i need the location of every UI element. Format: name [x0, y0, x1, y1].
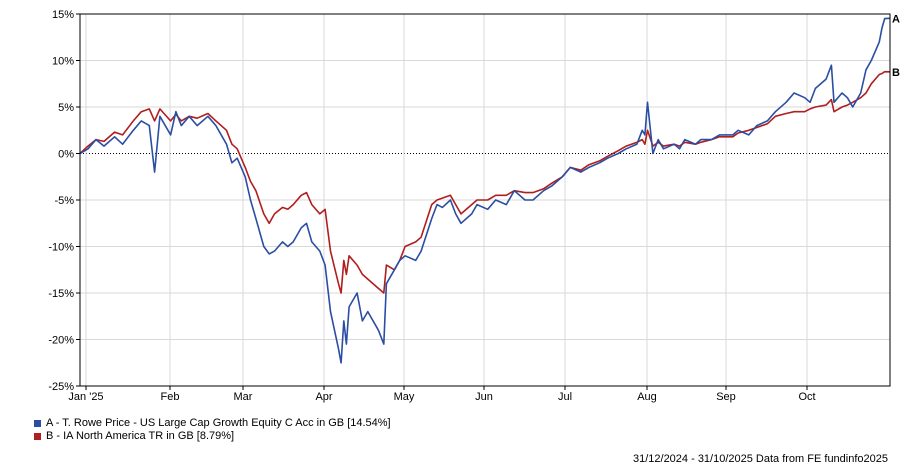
- x-tick-label: Oct: [798, 391, 815, 403]
- x-tick-label: May: [394, 391, 415, 403]
- y-tick-label: 0%: [58, 149, 74, 161]
- x-tick-label: Jan '25: [68, 391, 103, 403]
- legend-label-b: B - IA North America TR in GB [8.79%]: [46, 430, 235, 442]
- series-line-b: [79, 70, 891, 294]
- y-tick-label: 10%: [52, 56, 74, 68]
- x-axis-ticks: Jan '25 Feb Mar Apr May Jun Jul Aug Sep Oct: [68, 386, 816, 403]
- y-tick-label: -10%: [48, 242, 74, 254]
- legend-item-b: B - IA North America TR in GB [8.79%]: [34, 430, 391, 443]
- legend-swatch-a: [34, 420, 41, 427]
- legend-label-a: A - T. Rowe Price - US Large Cap Growth …: [46, 417, 391, 429]
- legend-swatch-b: [34, 433, 41, 440]
- x-tick-label: Feb: [161, 391, 180, 403]
- y-tick-label: 15%: [52, 9, 74, 21]
- legend-item-a: A - T. Rowe Price - US Large Cap Growth …: [34, 417, 391, 430]
- legend: A - T. Rowe Price - US Large Cap Growth …: [34, 417, 391, 443]
- x-tick-label: Apr: [315, 391, 332, 403]
- y-tick-label: -15%: [48, 288, 74, 300]
- series-end-labels: BA: [892, 13, 900, 78]
- y-tick-label: -25%: [48, 381, 74, 393]
- source-note: 31/12/2024 - 31/10/2025 Data from FE fun…: [632, 453, 888, 465]
- y-tick-label: -20%: [48, 335, 74, 347]
- x-tick-label: Sep: [716, 391, 736, 403]
- series-line-a: [79, 17, 891, 364]
- series-lines: [79, 17, 891, 364]
- x-tick-label: Jul: [558, 391, 572, 403]
- y-tick-label: -5%: [54, 195, 74, 207]
- y-axis-ticks: 15% 10% 5% 0% -5% -10% -15% -20% -25%: [48, 9, 80, 393]
- plot-frame: [79, 13, 891, 387]
- x-tick-label: Jun: [475, 391, 493, 403]
- x-tick-label: Aug: [637, 391, 657, 403]
- x-tick-label: Mar: [234, 391, 253, 403]
- y-tick-label: 5%: [58, 102, 74, 114]
- series-end-label-b: B: [892, 67, 900, 79]
- series-end-label-a: A: [892, 13, 900, 25]
